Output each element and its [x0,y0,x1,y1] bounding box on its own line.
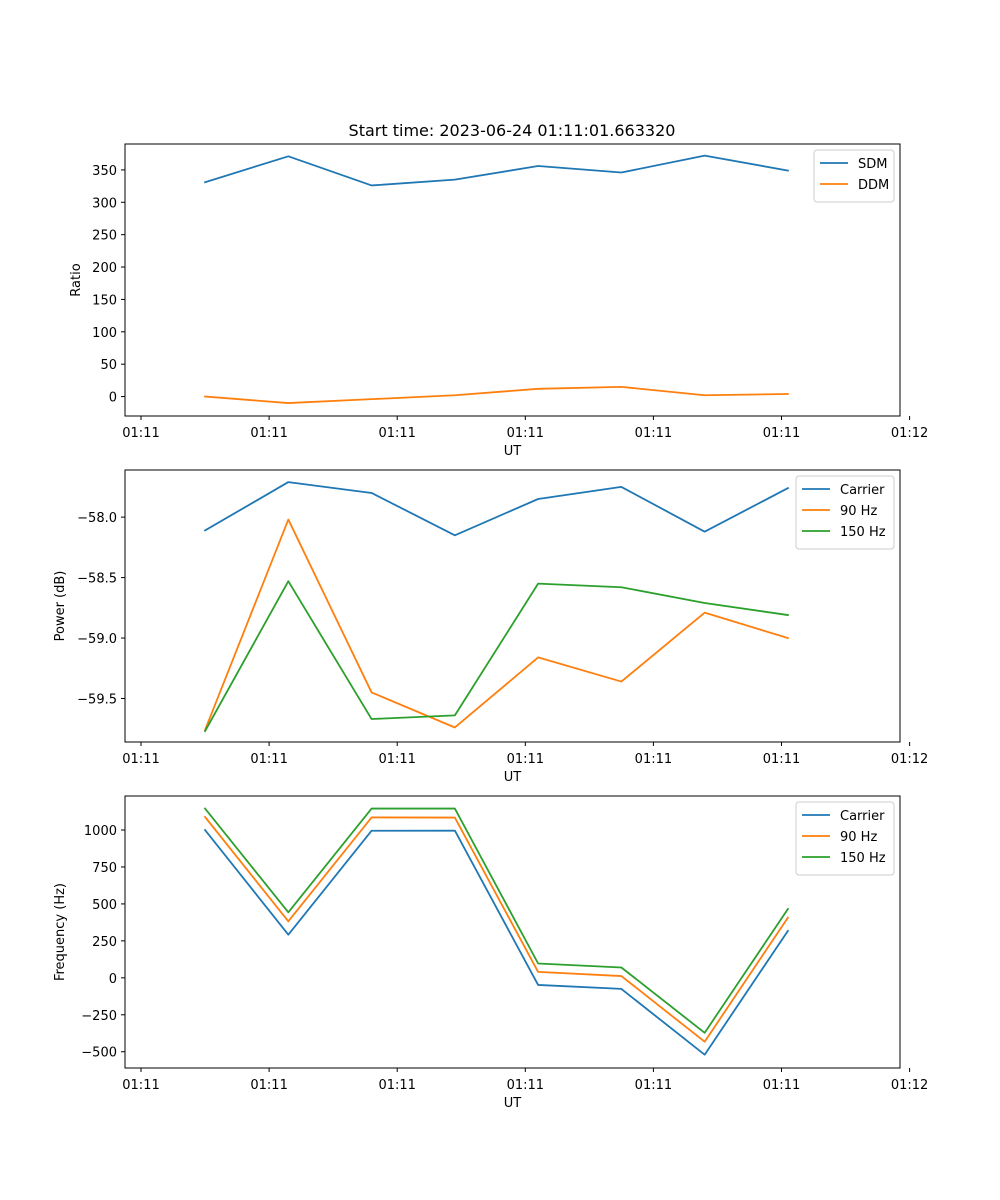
legend-entry: Carrier [840,809,885,824]
x-tick-label: 01:11 [507,1078,544,1093]
x-tick-label: 01:11 [378,1078,415,1093]
y-axis-label: Power (dB) [53,571,68,642]
legend: Carrier 90 Hz 150 Hz [795,801,895,876]
y-tick-label: 50 [100,358,117,373]
y-tick-label: 200 [92,261,117,276]
legend-entry: 90 Hz [840,504,877,519]
x-tick-label: 01:11 [763,752,800,767]
x-axis-label: UT [504,770,522,785]
x-axis-label: UT [504,444,522,459]
y-tick-label: −59.5 [77,692,117,707]
y-axis-label: Frequency (Hz) [53,883,68,981]
y-tick-label: 0 [109,972,117,987]
x-tick-label: 01:11 [122,1078,159,1093]
y-tick-label: 1000 [84,824,117,839]
panel-2: 01:11 01:11 01:11 01:11 01:11 01:11 01:12 −59.5… [53,469,928,785]
y-tick-label: 250 [92,229,117,244]
legend-entry: 150 Hz [840,851,886,866]
legend-entry: SDM [858,157,887,172]
x-tick-label: 01:11 [763,426,800,441]
panel-1: 01:11 01:11 01:11 01:11 01:11 01:11 01:12 0 50 10… [69,143,928,459]
x-tick-label: 01:11 [763,1078,800,1093]
x-tick-label: 01:11 [122,752,159,767]
x-tick-label: 01:11 [635,1078,672,1093]
series-line-2-2 [203,518,790,732]
series-line-1-1 [203,154,789,187]
series-line-2-1 [203,481,790,537]
x-tick-label: 01:11 [635,752,672,767]
x-tick-label: 01:11 [378,426,415,441]
legend-entry: DDM [858,178,889,193]
x-tick-label: 01:12 [891,426,928,441]
series-line-3-1 [203,828,790,1056]
y-tick-label: 100 [92,326,117,341]
x-tick-label: 01:11 [635,426,672,441]
x-tick-label: 01:11 [507,752,544,767]
series-line-2-3 [203,580,789,733]
y-tick-label: 150 [92,293,117,308]
legend-entry: 150 Hz [840,525,886,540]
y-tick-label: 500 [92,898,117,913]
y-tick-label: −58.0 [77,511,117,526]
x-tick-label: 01:11 [250,426,287,441]
series-line-3-3 [203,807,790,1034]
x-tick-label: 01:11 [250,752,287,767]
series-line-1-2 [204,385,789,404]
series-line-3-2 [203,815,790,1043]
legend-entry: Carrier [840,483,885,498]
y-tick-label: 250 [92,935,117,950]
y-axis-label: Ratio [69,263,84,296]
y-tick-label: 750 [92,861,117,876]
x-tick-label: 01:12 [891,752,928,767]
x-axis-label: UT [504,1096,522,1111]
x-tick-label: 01:11 [507,426,544,441]
axes-frame [124,795,901,1069]
figure-title: Start time: 2023-06-24 01:11:01.663320 [349,121,676,140]
y-tick-label: 0 [109,391,117,406]
y-tick-label: 350 [92,164,117,179]
x-tick-label: 01:11 [250,1078,287,1093]
axes-frame [124,143,901,417]
panel-3: 01:11 01:11 01:11 01:11 01:11 01:11 01:12 −500 −… [53,795,928,1111]
x-tick-label: 01:11 [378,752,415,767]
y-tick-label: −500 [81,1046,117,1061]
x-tick-label: 01:12 [891,1078,928,1093]
y-tick-label: −59.0 [77,632,117,647]
legend: SDM DDM [813,149,895,203]
legend-entry: 90 Hz [840,830,877,845]
y-tick-label: −58.5 [77,572,117,587]
y-tick-label: −250 [81,1009,117,1024]
axes-frame [124,469,901,743]
legend: Carrier 90 Hz 150 Hz [795,475,895,550]
x-tick-label: 01:11 [122,426,159,441]
y-tick-label: 300 [92,196,117,211]
